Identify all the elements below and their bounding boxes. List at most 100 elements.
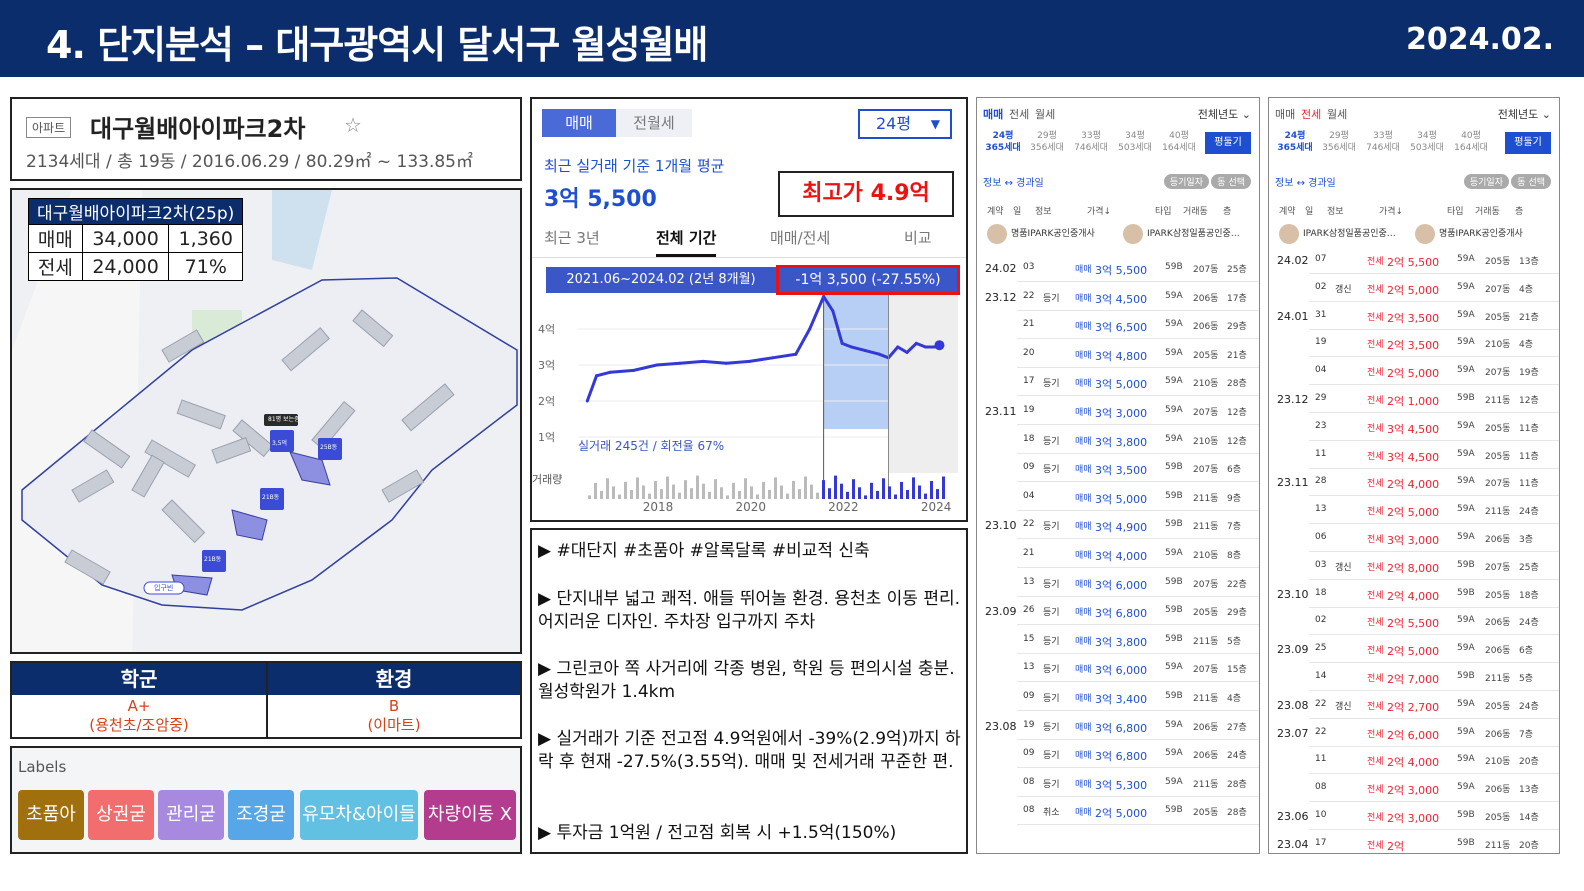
table-row[interactable]: 11 전세 3억 4,500 59A 205동 11층: [1269, 441, 1559, 469]
date-filter-chip[interactable]: 등기일자: [1463, 174, 1509, 189]
table-row[interactable]: 13 등기 매매 3억 6,000 59A 207동 15층: [977, 654, 1259, 683]
pyeong-option[interactable]: 33평 746세대: [1366, 131, 1400, 153]
table-row[interactable]: 23.09 26 등기 매매 3억 6,800 59B 205동 29층: [977, 597, 1259, 626]
pyeong-option[interactable]: 29평 356세대: [1322, 131, 1356, 153]
column-header[interactable]: 층: [1223, 207, 1232, 217]
agent-name[interactable]: IPARK삼정일품공인중…: [1147, 229, 1240, 239]
map-building-marker[interactable]: 21B동: [262, 494, 280, 501]
table-row[interactable]: 23.04 17 전세 2억 59B 211동 20층: [1269, 830, 1559, 853]
table-row[interactable]: 23.11 19 매매 3억 3,000 59A 207동 12층: [977, 397, 1259, 425]
table-row[interactable]: 04 전세 2억 5,000 59A 207동 19층: [1269, 357, 1559, 386]
table-row[interactable]: 23.09 25 전세 2억 5,000 59A 206동 6층: [1269, 635, 1559, 664]
pyeong-filter-button[interactable]: 평둘기: [1205, 132, 1251, 154]
tab-jeonse[interactable]: 전세: [1009, 108, 1030, 121]
pyeong-select[interactable]: 24평 ▼: [858, 109, 952, 139]
pyeong-option[interactable]: 34평 503세대: [1410, 131, 1444, 153]
tab-sale-rent[interactable]: 매매/전세: [770, 229, 831, 247]
year-select[interactable]: 전체년도 ⌄: [1497, 108, 1551, 121]
map-building-marker[interactable]: 25B동: [320, 444, 338, 451]
map-entrance-marker[interactable]: 입구빈: [154, 584, 174, 592]
pyeong-filter-button[interactable]: 평둘기: [1505, 132, 1551, 154]
table-row[interactable]: 23.10 22 등기 매매 3억 4,900 59B 211동 7층: [977, 511, 1259, 540]
label-chip[interactable]: 조경굳: [228, 790, 294, 840]
column-header[interactable]: 거래동: [1183, 207, 1208, 217]
pyeong-option[interactable]: 40평 164세대: [1454, 131, 1488, 153]
date-filter-chip[interactable]: 등기일자: [1163, 174, 1209, 189]
table-row[interactable]: 02 전세 2억 5,500 59A 206동 24층: [1269, 607, 1559, 636]
sort-toggle[interactable]: 정보 ↔ 경과일: [1275, 178, 1336, 189]
table-row[interactable]: 23.08 19 등기 매매 3억 6,800 59A 206동 27층: [977, 712, 1259, 740]
column-header[interactable]: 일: [1013, 207, 1022, 217]
tab-monthly[interactable]: 월세: [1327, 108, 1348, 121]
pyeong-option[interactable]: 29평 356세대: [1030, 131, 1064, 153]
pyeong-option[interactable]: 24평 365세대: [985, 131, 1021, 153]
table-row[interactable]: 11 전세 2억 4,000 59A 210동 20층: [1269, 746, 1559, 775]
table-row[interactable]: 08 등기 매매 3억 5,300 59A 211동 28층: [977, 769, 1259, 797]
tab-rent[interactable]: 전월세: [616, 109, 692, 137]
column-header[interactable]: 타입: [1447, 207, 1464, 217]
table-row[interactable]: 23 전세 3억 4,500 59A 205동 11층: [1269, 413, 1559, 441]
label-chip[interactable]: 유모차&아이들: [300, 790, 418, 840]
tab-monthly[interactable]: 월세: [1035, 108, 1056, 121]
table-row[interactable]: 08 취소 매매 2억 5,000 59B 205동 28층: [977, 797, 1259, 826]
column-header[interactable]: 일: [1305, 207, 1314, 217]
table-row[interactable]: 15 등기 매매 3억 3,800 59B 211동 5층: [977, 626, 1259, 654]
column-header[interactable]: 층: [1515, 207, 1524, 217]
label-chip[interactable]: 초품아: [18, 790, 84, 840]
building-filter-chip[interactable]: 동 선택: [1511, 174, 1551, 189]
tab-all-period[interactable]: 전체 기간: [656, 227, 717, 257]
table-row[interactable]: 23.08 22 갱신 전세 2억 2,700 59A 205동 24층: [1269, 691, 1559, 719]
favorite-star-icon[interactable]: ☆: [344, 113, 362, 137]
table-row[interactable]: 23.06 10 전세 2억 3,000 59B 205동 14층: [1269, 802, 1559, 830]
table-row[interactable]: 02 갱신 전세 2억 5,000 59A 207동 4층: [1269, 274, 1559, 302]
table-row[interactable]: 19 전세 2억 3,500 59A 210동 4층: [1269, 329, 1559, 358]
label-chip[interactable]: 상권굳: [88, 790, 154, 840]
table-row[interactable]: 13 전세 2억 5,000 59A 211동 24층: [1269, 496, 1559, 525]
pyeong-option[interactable]: 34평 503세대: [1118, 131, 1152, 153]
tab-sale[interactable]: 매매: [983, 108, 1004, 121]
table-row[interactable]: 24.02 03 매매 3억 5,500 59B 207동 25층: [977, 254, 1259, 282]
agent-name[interactable]: 명품IPARK공인중개사: [1439, 229, 1523, 239]
table-row[interactable]: 09 등기 매매 3억 3,500 59B 207동 6층: [977, 454, 1259, 483]
table-row[interactable]: 09 등기 매매 3억 3,400 59B 211동 4층: [977, 683, 1259, 711]
table-row[interactable]: 23.07 22 전세 2억 6,000 59A 206동 7층: [1269, 719, 1559, 747]
agent-name[interactable]: 명품IPARK공인중개사: [1011, 229, 1095, 239]
map-building-marker[interactable]: 21B동: [204, 556, 222, 563]
table-row[interactable]: 20 매매 3억 4,800 59A 205동 21층: [977, 340, 1259, 368]
tab-jeonse[interactable]: 전세: [1301, 108, 1322, 121]
label-chip[interactable]: 차량이동 X: [424, 790, 516, 840]
table-row[interactable]: 06 전세 3억 3,000 59A 206동 3층: [1269, 524, 1559, 552]
table-row[interactable]: 23.11 28 전세 2억 4,000 59A 207동 11층: [1269, 468, 1559, 497]
table-row[interactable]: 21 매매 3억 6,500 59A 206동 29층: [977, 311, 1259, 340]
tab-sale[interactable]: 매매: [1275, 108, 1296, 121]
pyeong-option[interactable]: 40평 164세대: [1162, 131, 1196, 153]
column-header[interactable]: 계약: [1279, 207, 1296, 217]
tab-recent-3y[interactable]: 최근 3년: [544, 229, 600, 247]
table-row[interactable]: 03 갱신 전세 2억 8,000 59B 207동 25층: [1269, 552, 1559, 580]
table-row[interactable]: 14 전세 2억 7,000 59B 211동 5층: [1269, 663, 1559, 691]
table-row[interactable]: 13 등기 매매 3억 6,000 59B 207동 22층: [977, 569, 1259, 597]
column-header[interactable]: 가격↓: [1087, 207, 1112, 217]
column-header[interactable]: 계약: [987, 207, 1004, 217]
table-row[interactable]: 08 전세 2억 3,000 59A 206동 13층: [1269, 774, 1559, 803]
pyeong-option[interactable]: 33평 746세대: [1074, 131, 1108, 153]
column-header[interactable]: 정보: [1327, 207, 1344, 217]
column-header[interactable]: 타입: [1155, 207, 1172, 217]
price-line-chart[interactable]: 1억 2억 3억 4억 2018 2020 2022 2024: [534, 263, 968, 513]
column-header[interactable]: 가격↓: [1379, 207, 1404, 217]
column-header[interactable]: 거래동: [1475, 207, 1500, 217]
tab-sale[interactable]: 매매: [542, 109, 616, 137]
complex-map[interactable]: 81평 보는중 3,5억 25B동 21B동 21B동 입구빈 대구월배아이파크…: [10, 188, 522, 654]
pyeong-option[interactable]: 24평 365세대: [1277, 131, 1313, 153]
table-row[interactable]: 17 등기 매매 3억 5,000 59A 210동 28층: [977, 368, 1259, 397]
table-row[interactable]: 18 등기 매매 3억 3,800 59A 210동 12층: [977, 426, 1259, 454]
table-row[interactable]: 24.01 31 전세 2억 3,500 59A 205동 21층: [1269, 302, 1559, 330]
table-row[interactable]: 23.10 18 전세 2억 4,000 59B 205동 18층: [1269, 580, 1559, 608]
agent-name[interactable]: IPARK삼정일품공인중…: [1303, 229, 1396, 239]
table-row[interactable]: 04 매매 3억 5,000 59B 211동 9층: [977, 483, 1259, 511]
building-filter-chip[interactable]: 동 선택: [1211, 174, 1251, 189]
label-chip[interactable]: 관리굳: [158, 790, 224, 840]
table-row[interactable]: 23.12 22 등기 매매 3억 4,500 59A 206동 17층: [977, 283, 1259, 311]
table-row[interactable]: 09 등기 매매 3억 6,800 59A 206동 24층: [977, 740, 1259, 769]
map-price-marker[interactable]: 3,5억: [272, 440, 288, 447]
